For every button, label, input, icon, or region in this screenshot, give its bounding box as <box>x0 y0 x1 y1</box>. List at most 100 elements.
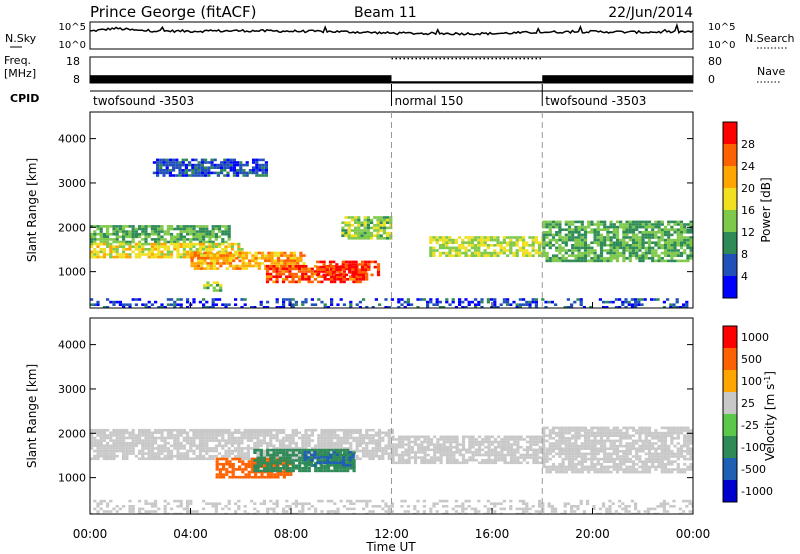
heatmap-cell <box>273 473 277 476</box>
heatmap-cell <box>525 456 530 459</box>
heatmap-cell <box>654 249 658 252</box>
heatmap-cell <box>432 254 436 257</box>
heatmap-cell <box>128 240 132 244</box>
heatmap-cell <box>628 468 632 471</box>
heatmap-cell <box>128 441 132 445</box>
heatmap-cell <box>250 434 254 437</box>
heatmap-cell <box>266 461 270 465</box>
heatmap-cell <box>125 240 129 244</box>
heatmap-cell <box>362 439 366 442</box>
heatmap-cell <box>115 447 119 450</box>
heatmap-cell <box>542 238 546 242</box>
heatmap-cell <box>106 230 110 233</box>
heatmap-cell <box>564 450 568 453</box>
heatmap-cell <box>429 236 433 239</box>
heatmap-cell <box>667 251 671 255</box>
heatmap-cell <box>596 426 600 430</box>
heatmap-cell <box>651 455 655 458</box>
heatmap-cell <box>154 255 158 259</box>
heatmap-cell <box>689 236 693 239</box>
heatmap-cell <box>282 448 286 452</box>
heatmap-cell <box>193 251 197 255</box>
heatmap-cell <box>106 510 110 513</box>
heatmap-cell <box>499 303 503 306</box>
heatmap-cell <box>232 174 236 177</box>
heatmap-cell <box>670 257 674 260</box>
heatmap-cell <box>404 443 408 446</box>
heatmap-cell <box>538 251 542 255</box>
heatmap-cell <box>547 300 551 304</box>
heatmap-cell <box>667 457 671 461</box>
heatmap-cell <box>667 426 671 430</box>
heatmap-cell <box>461 435 466 439</box>
heatmap-cell <box>214 227 218 231</box>
heatmap-cell <box>663 238 668 242</box>
heatmap-cell <box>355 444 359 448</box>
heatmap-cell <box>609 251 613 255</box>
heatmap-cell <box>269 459 273 462</box>
heatmap-cell <box>102 255 106 259</box>
heatmap-cell <box>660 470 664 474</box>
heatmap-cell <box>683 455 687 458</box>
heatmap-cell <box>243 457 247 461</box>
heatmap-cell <box>619 437 623 440</box>
heatmap-cell <box>449 445 453 449</box>
heatmap-cell <box>631 439 636 443</box>
heatmap-cell <box>211 502 215 505</box>
heatmap-cell <box>603 259 607 263</box>
heatmap-cell <box>394 448 398 452</box>
heatmap-cell <box>657 434 661 437</box>
heatmap-cell <box>483 236 487 239</box>
heatmap-cell <box>266 475 270 479</box>
heatmap-cell <box>330 441 334 445</box>
heatmap-cell <box>326 467 331 470</box>
heatmap-cell <box>166 434 170 437</box>
heatmap-cell <box>486 254 490 257</box>
heatmap-cell <box>99 250 103 254</box>
heatmap-cell <box>307 275 311 278</box>
heatmap-cell <box>545 257 549 260</box>
heatmap-cell <box>166 248 170 251</box>
heatmap-cell <box>590 460 594 463</box>
heatmap-cell <box>186 507 190 511</box>
heatmap-cell <box>373 224 377 227</box>
heatmap-cell <box>291 512 295 514</box>
heatmap-cell <box>387 428 391 432</box>
heatmap-cell <box>204 158 208 162</box>
heatmap-cell <box>211 227 215 231</box>
heatmap-cell <box>480 251 484 255</box>
heatmap-cell <box>250 475 254 479</box>
heatmap-cell <box>426 461 430 465</box>
heatmap-cell <box>379 229 383 232</box>
heatmap-cell <box>373 260 377 264</box>
heatmap-cell <box>354 237 358 240</box>
heatmap-cell <box>347 221 351 224</box>
heatmap-cell <box>445 244 449 247</box>
heatmap-cell <box>203 286 207 290</box>
heatmap-cell <box>346 461 350 465</box>
heatmap-cell <box>102 436 106 440</box>
heatmap-cell <box>429 443 434 446</box>
heatmap-cell <box>603 228 607 231</box>
heatmap-cell <box>360 237 364 240</box>
heatmap-cell <box>134 248 138 251</box>
heatmap-cell <box>599 223 604 226</box>
heatmap-cell <box>289 259 293 263</box>
heatmap-cell <box>232 267 236 270</box>
heatmap-cell <box>156 166 160 169</box>
heatmap-cell <box>376 229 380 232</box>
heatmap-cell <box>156 169 160 172</box>
heatmap-cell <box>150 434 154 437</box>
heatmap-cell <box>313 456 317 459</box>
heatmap-cell <box>612 241 616 244</box>
heatmap-cell <box>178 163 182 167</box>
heatmap-cell <box>165 169 169 172</box>
heatmap-cell <box>416 298 420 301</box>
heatmap-cell <box>115 444 119 448</box>
heatmap-cell <box>407 440 411 444</box>
heatmap-cell <box>159 158 163 162</box>
heatmap-cell <box>660 442 664 445</box>
heatmap-cell <box>531 254 535 257</box>
heatmap-cell <box>131 230 135 233</box>
heatmap-cell <box>574 241 578 244</box>
